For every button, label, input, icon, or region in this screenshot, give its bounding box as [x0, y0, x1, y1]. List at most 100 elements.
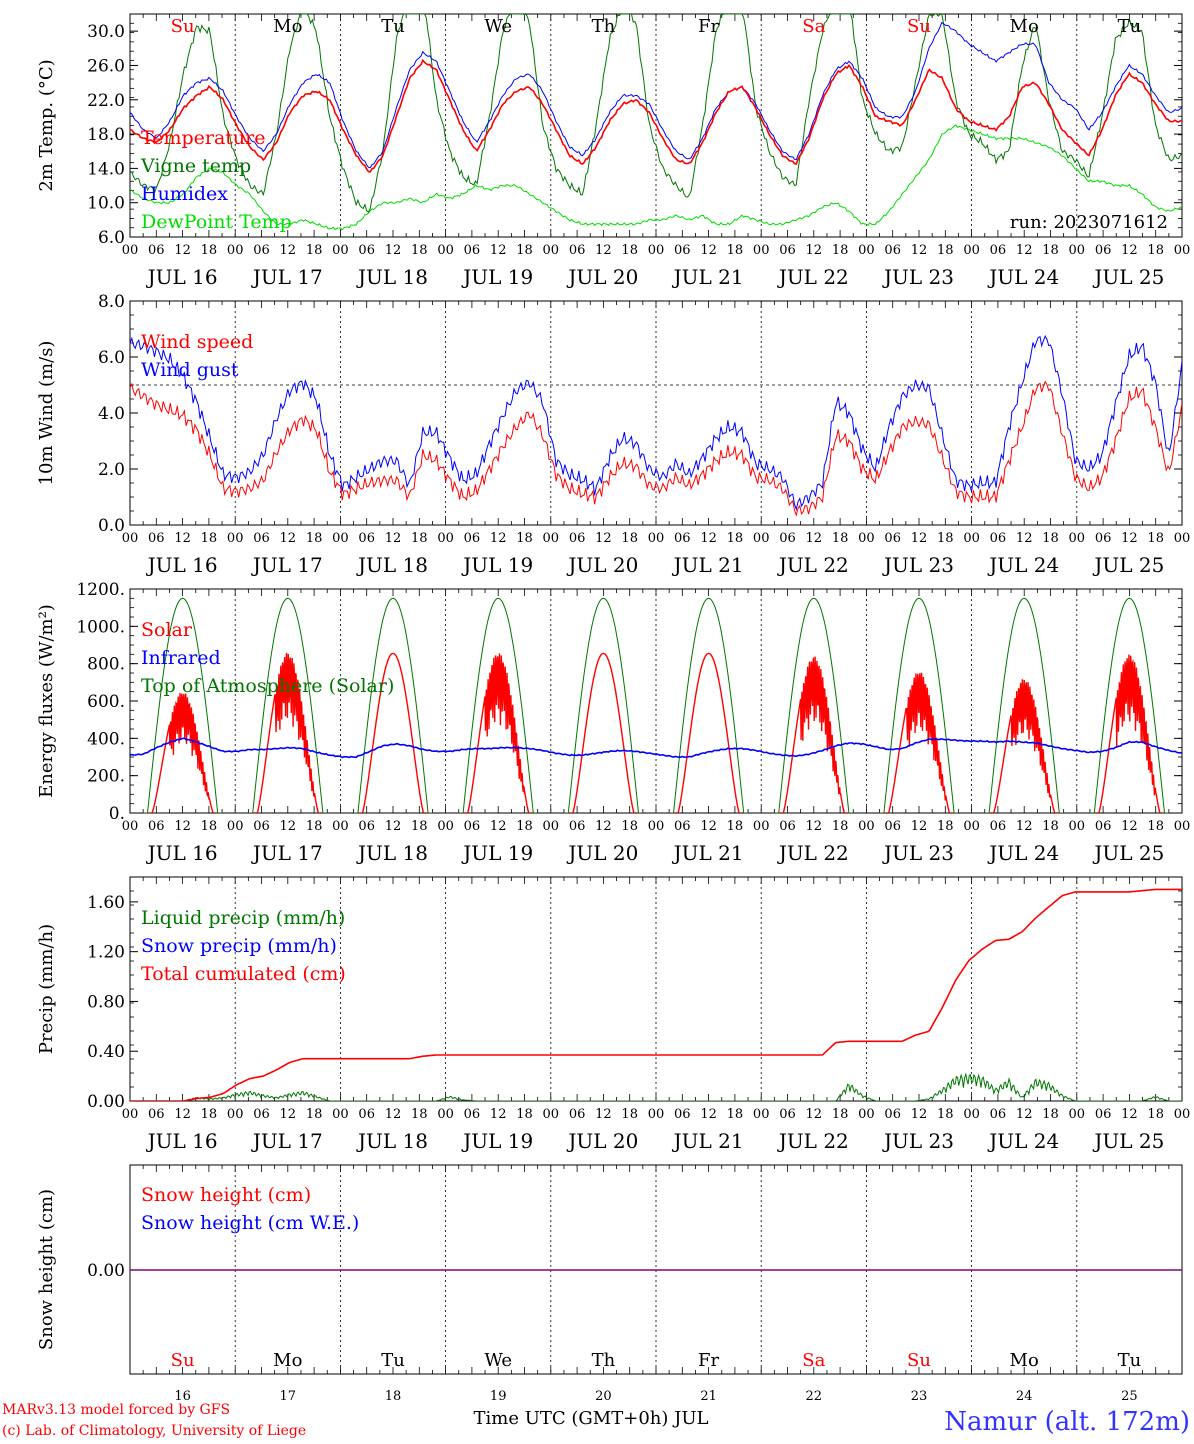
hour-tick-label: 06 — [779, 819, 796, 834]
hour-tick-label: 12 — [595, 819, 612, 834]
series-line-temperature — [130, 58, 1182, 173]
hour-tick-label: 00 — [332, 819, 349, 834]
hour-tick-label: 12 — [1121, 243, 1138, 258]
weekday-label-bottom: Mo — [1010, 1350, 1039, 1371]
weekday-label-bottom: Th — [592, 1350, 616, 1371]
series-line-wind-speed — [130, 380, 1182, 517]
day-number-label: 19 — [490, 1389, 507, 1404]
hour-tick-label: 06 — [464, 531, 481, 546]
hour-tick-label: 18 — [411, 531, 428, 546]
day-label: JUL 18 — [356, 841, 428, 865]
hour-tick-label: 06 — [253, 243, 270, 258]
panel-4: 0.00 0.40 0.80 1.20 1.60 00 06 12 18 JUL 16 00 06 12… — [87, 876, 1190, 1153]
legend-entry-3: Solar — [141, 619, 193, 641]
hour-tick-label: 12 — [595, 243, 612, 258]
hour-tick-label: 00 — [1174, 819, 1191, 834]
hour-tick-label: 00 — [543, 243, 560, 258]
hour-tick-label: 12 — [280, 1107, 297, 1122]
hour-tick-label: 18 — [937, 1107, 954, 1122]
hour-tick-label: 12 — [700, 243, 717, 258]
hour-tick-label: 00 — [543, 819, 560, 834]
hour-tick-label: 00 — [963, 531, 980, 546]
hour-tick-label: 00 — [122, 243, 139, 258]
hour-tick-label: 06 — [148, 243, 165, 258]
day-label: JUL 17 — [251, 1129, 323, 1153]
panel-2: 0.0 2.0 4.0 6.0 8.0 00 06 12 18 JUL 16 00 06 12 18 JUL… — [98, 292, 1190, 577]
y-tick-label: 4.0 — [98, 404, 125, 424]
hour-tick-label: 06 — [1095, 819, 1112, 834]
day-label: JUL 23 — [882, 553, 954, 577]
hour-tick-label: 12 — [911, 1107, 928, 1122]
weekday-label-bottom: Tu — [381, 1350, 405, 1371]
weekday-label: Mo — [273, 16, 302, 37]
legend-entry-1: Vigne temp — [140, 155, 251, 177]
hour-tick-label: 00 — [1174, 243, 1191, 258]
hour-tick-label: 00 — [227, 1107, 244, 1122]
weekday-label-bottom: We — [484, 1350, 512, 1371]
y-tick-label: 1.60 — [87, 893, 125, 913]
day-number-label: 18 — [385, 1389, 402, 1404]
hour-tick-label: 12 — [174, 1107, 191, 1122]
hour-tick-label: 06 — [779, 1107, 796, 1122]
series-line-top-of-atmosphere — [143, 597, 1169, 813]
hour-tick-label: 12 — [700, 819, 717, 834]
hour-tick-label: 06 — [779, 243, 796, 258]
hour-tick-label: 12 — [385, 819, 402, 834]
y-tick-label: 200. — [87, 767, 125, 787]
day-label: JUL 25 — [1092, 841, 1164, 865]
hour-tick-label: 12 — [911, 243, 928, 258]
credit-line-2: (c) Lab. of Climatology, University of L… — [2, 1423, 306, 1439]
hour-tick-label: 12 — [1121, 819, 1138, 834]
day-label: JUL 16 — [146, 265, 218, 289]
y-tick-label: 6.0 — [98, 348, 125, 368]
hour-tick-label: 18 — [621, 819, 638, 834]
day-number-label: 21 — [700, 1389, 717, 1404]
y-tick-label: 0.40 — [87, 1042, 125, 1062]
hour-tick-label: 12 — [595, 1107, 612, 1122]
hour-tick-label: 06 — [358, 531, 375, 546]
hour-tick-label: 00 — [227, 819, 244, 834]
day-number-label: 25 — [1121, 1389, 1138, 1404]
weekday-label: Tu — [381, 16, 405, 37]
day-number-label: 24 — [1016, 1389, 1033, 1404]
hour-tick-label: 06 — [464, 819, 481, 834]
y-tick-label: 2.0 — [98, 460, 125, 480]
weekday-label-bottom: Tu — [1118, 1350, 1142, 1371]
hour-tick-label: 00 — [963, 243, 980, 258]
hour-tick-label: 18 — [201, 1107, 218, 1122]
hour-tick-label: 06 — [358, 243, 375, 258]
y-tick-label: 1200. — [76, 580, 125, 600]
hour-tick-label: 18 — [1147, 243, 1164, 258]
series-line-wind-gust — [130, 334, 1182, 512]
y-tick-label: 8.0 — [98, 292, 125, 312]
series-line-vigne-temp — [130, 14, 1182, 213]
hour-tick-label: 18 — [1042, 819, 1059, 834]
series-line-liquid-precip — [130, 1072, 1182, 1101]
hour-tick-label: 12 — [1121, 1107, 1138, 1122]
day-label: JUL 17 — [251, 265, 323, 289]
hour-tick-label: 12 — [490, 1107, 507, 1122]
series-line-dewpoint-temp — [130, 124, 1182, 231]
hour-tick-label: 06 — [990, 531, 1007, 546]
weekday-label-bottom: Su — [171, 1350, 195, 1371]
panel-3: 0. 200. 400. 600. 800. 1000. 1200. 00 06 12 18 JUL … — [76, 580, 1190, 865]
hour-tick-label: 12 — [806, 243, 823, 258]
hour-tick-label: 06 — [990, 819, 1007, 834]
y-tick-label: 0.00 — [87, 1092, 125, 1112]
hour-tick-label: 18 — [1147, 531, 1164, 546]
y-tick-label: 6.0 — [98, 228, 125, 248]
weekday-label-bottom: Sa — [802, 1350, 825, 1371]
hour-tick-label: 18 — [516, 1107, 533, 1122]
temp-series — [130, 14, 1182, 231]
hour-tick-label: 06 — [569, 243, 586, 258]
y-tick-label: 26.0 — [87, 56, 125, 76]
legend-entry-3: Infrared — [141, 647, 221, 669]
hour-tick-label: 06 — [884, 531, 901, 546]
day-number-label: 17 — [280, 1389, 297, 1404]
hour-tick-label: 06 — [148, 531, 165, 546]
day-label: JUL 17 — [251, 841, 323, 865]
series-line-infrared — [130, 737, 1182, 759]
hour-tick-label: 12 — [700, 1107, 717, 1122]
legend-entry-1: Humidex — [141, 183, 228, 205]
hour-tick-label: 12 — [1121, 531, 1138, 546]
